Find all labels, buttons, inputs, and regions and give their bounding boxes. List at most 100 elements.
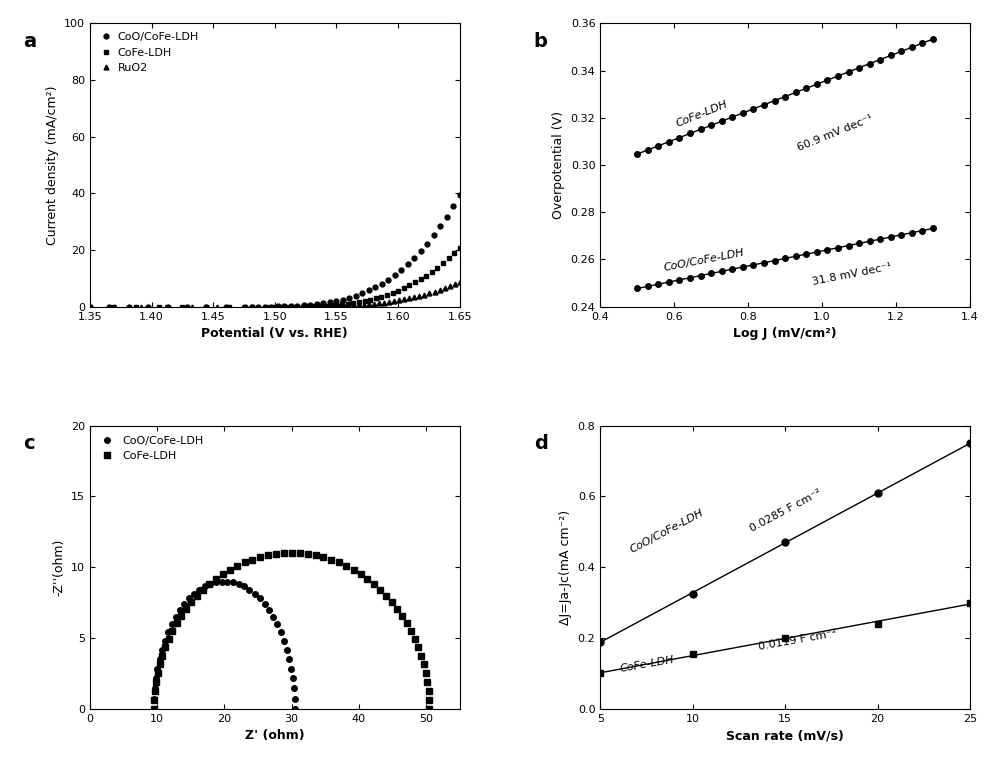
CoFe-LDH <box>319 301 331 310</box>
RuO2 <box>343 301 355 310</box>
CoFe-LDH <box>84 302 96 312</box>
CoFe-LDH <box>231 561 243 570</box>
CoO/CoFe-LDH <box>210 578 222 587</box>
CoO/CoFe-LDH <box>239 302 251 312</box>
RuO2 <box>237 302 249 312</box>
RuO2 <box>318 301 330 311</box>
CoO/CoFe-LDH <box>376 279 388 288</box>
CoO/CoFe-LDH <box>162 302 174 312</box>
RuO2 <box>287 302 299 312</box>
RuO2 <box>302 302 314 312</box>
CoO/CoFe-LDH <box>149 684 161 693</box>
RuO2 <box>358 300 370 309</box>
CoO/CoFe-LDH <box>428 231 440 240</box>
RuO2 <box>373 298 385 308</box>
RuO2 <box>84 302 96 312</box>
CoFe-LDH <box>325 301 337 310</box>
Y-axis label: -Z''(ohm): -Z''(ohm) <box>52 538 65 596</box>
Text: CoO/CoFe-LDH: CoO/CoFe-LDH <box>663 248 746 273</box>
CoO/CoFe-LDH <box>382 275 394 284</box>
CoO/CoFe-LDH <box>272 301 284 311</box>
CoO/CoFe-LDH <box>181 302 193 312</box>
CoFe-LDH <box>269 302 281 312</box>
RuO2 <box>444 282 456 291</box>
CoO/CoFe-LDH <box>193 585 205 594</box>
CoFe-LDH <box>342 299 354 308</box>
CoO/CoFe-LDH <box>330 296 342 305</box>
CoO/CoFe-LDH <box>263 605 275 615</box>
CoO/CoFe-LDH <box>220 302 232 312</box>
CoO/CoFe-LDH <box>278 636 290 646</box>
CoO/CoFe-LDH <box>408 253 420 263</box>
Line: RuO2: RuO2 <box>88 280 462 309</box>
CoO/CoFe-LDH <box>447 201 459 210</box>
CoO/CoFe-LDH <box>369 283 381 292</box>
CoFe-LDH <box>330 300 342 309</box>
RuO2 <box>398 294 410 304</box>
RuO2 <box>211 302 223 312</box>
CoO/CoFe-LDH <box>174 605 186 615</box>
Y-axis label: Overpotential (V): Overpotential (V) <box>552 111 565 219</box>
CoO/CoFe-LDH <box>159 636 171 646</box>
CoO/CoFe-LDH <box>291 301 303 311</box>
CoO/CoFe-LDH <box>142 302 154 312</box>
Line: CoFe-LDH: CoFe-LDH <box>151 550 432 712</box>
CoO/CoFe-LDH <box>415 246 427 256</box>
CoO/CoFe-LDH <box>148 694 160 703</box>
RuO2 <box>348 301 360 310</box>
RuO2 <box>418 290 430 299</box>
RuO2 <box>378 298 390 308</box>
CoFe-LDH <box>359 296 371 305</box>
RuO2 <box>454 277 466 287</box>
CoFe-LDH <box>375 292 387 301</box>
X-axis label: Z' (ohm): Z' (ohm) <box>245 729 305 742</box>
RuO2 <box>434 285 446 294</box>
X-axis label: Scan rate (mV/s): Scan rate (mV/s) <box>726 729 844 742</box>
RuO2 <box>368 299 380 308</box>
Text: d: d <box>534 434 548 453</box>
RuO2 <box>297 302 309 312</box>
CoO/CoFe-LDH <box>183 594 195 603</box>
Legend: CoO/CoFe-LDH, CoFe-LDH: CoO/CoFe-LDH, CoFe-LDH <box>96 431 208 466</box>
CoO/CoFe-LDH <box>363 286 375 295</box>
CoO/CoFe-LDH <box>156 645 168 654</box>
Y-axis label: Current density (mA/cm²): Current density (mA/cm²) <box>46 85 59 245</box>
CoO/CoFe-LDH <box>289 704 301 714</box>
CoFe-LDH <box>364 295 376 305</box>
Line: CoFe-LDH: CoFe-LDH <box>88 245 462 309</box>
CoO/CoFe-LDH <box>283 654 295 664</box>
RuO2 <box>393 296 405 305</box>
CoO/CoFe-LDH <box>259 599 271 608</box>
RuO2 <box>363 300 375 309</box>
RuO2 <box>160 302 172 312</box>
CoFe-LDH <box>392 286 404 295</box>
CoO/CoFe-LDH <box>150 674 162 683</box>
CoFe-LDH <box>370 294 382 303</box>
CoO/CoFe-LDH <box>304 300 316 309</box>
CoFe-LDH <box>153 302 165 312</box>
CoFe-LDH <box>176 302 188 312</box>
CoO/CoFe-LDH <box>148 704 160 714</box>
CoFe-LDH <box>286 302 298 312</box>
CoFe-LDH <box>426 267 438 277</box>
CoFe-LDH <box>398 284 410 293</box>
CoO/CoFe-LDH <box>285 664 297 673</box>
CoO/CoFe-LDH <box>162 628 174 637</box>
CoO/CoFe-LDH <box>281 645 293 654</box>
Text: 31.8 mV dec⁻¹: 31.8 mV dec⁻¹ <box>811 263 892 287</box>
RuO2 <box>338 301 350 311</box>
RuO2 <box>135 302 147 312</box>
CoO/CoFe-LDH <box>350 291 362 301</box>
Text: 0.0285 F cm⁻²: 0.0285 F cm⁻² <box>748 488 823 534</box>
CoO/CoFe-LDH <box>233 580 245 589</box>
CoFe-LDH <box>353 298 365 307</box>
CoO/CoFe-LDH <box>289 694 301 703</box>
CoO/CoFe-LDH <box>267 612 279 622</box>
CoO/CoFe-LDH <box>199 582 211 591</box>
CoFe-LDH <box>437 259 449 268</box>
CoFe-LDH <box>107 302 119 312</box>
CoO/CoFe-LDH <box>103 302 115 312</box>
CoO/CoFe-LDH <box>441 212 453 221</box>
CoFe-LDH <box>200 302 212 312</box>
CoO/CoFe-LDH <box>278 301 290 311</box>
